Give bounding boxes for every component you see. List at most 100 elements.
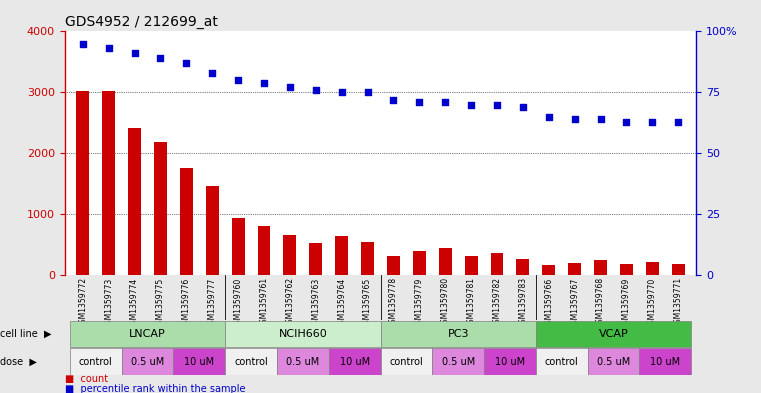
Bar bbox=[335, 235, 348, 275]
Text: GDS4952 / 212699_at: GDS4952 / 212699_at bbox=[65, 15, 218, 29]
Bar bbox=[491, 253, 504, 275]
Text: 0.5 uM: 0.5 uM bbox=[441, 356, 475, 367]
Text: GSM1359776: GSM1359776 bbox=[182, 277, 191, 329]
Text: ■  count: ■ count bbox=[65, 374, 108, 384]
Text: GSM1359767: GSM1359767 bbox=[570, 277, 579, 329]
Point bbox=[206, 70, 218, 76]
Point bbox=[77, 40, 89, 47]
Bar bbox=[465, 256, 478, 275]
Text: GSM1359766: GSM1359766 bbox=[544, 277, 553, 329]
Bar bbox=[225, 321, 380, 347]
Text: GSM1359761: GSM1359761 bbox=[260, 277, 269, 329]
Bar bbox=[594, 261, 607, 275]
Text: 10 uM: 10 uM bbox=[184, 356, 215, 367]
Text: control: control bbox=[234, 356, 268, 367]
Point bbox=[180, 60, 193, 66]
Bar bbox=[122, 348, 174, 375]
Bar bbox=[329, 348, 380, 375]
Bar bbox=[543, 265, 556, 275]
Bar bbox=[225, 348, 277, 375]
Text: control: control bbox=[390, 356, 423, 367]
Bar bbox=[587, 348, 639, 375]
Point bbox=[154, 55, 167, 61]
Bar bbox=[517, 259, 530, 275]
Text: GSM1359781: GSM1359781 bbox=[466, 277, 476, 329]
Bar bbox=[76, 91, 89, 275]
Bar bbox=[380, 348, 432, 375]
Bar bbox=[102, 90, 115, 275]
Point bbox=[543, 114, 555, 120]
Point bbox=[517, 104, 529, 110]
Text: NCIH660: NCIH660 bbox=[279, 329, 327, 339]
Text: GSM1359768: GSM1359768 bbox=[596, 277, 605, 329]
Text: GSM1359763: GSM1359763 bbox=[311, 277, 320, 329]
Text: GSM1359777: GSM1359777 bbox=[208, 277, 217, 329]
Bar bbox=[536, 348, 587, 375]
Point bbox=[258, 79, 270, 86]
Text: GSM1359774: GSM1359774 bbox=[130, 277, 139, 329]
Bar bbox=[70, 321, 225, 347]
Bar bbox=[484, 348, 536, 375]
Bar bbox=[646, 262, 659, 275]
Point bbox=[103, 45, 115, 51]
Text: GSM1359760: GSM1359760 bbox=[234, 277, 243, 329]
Point bbox=[284, 84, 296, 91]
Point bbox=[310, 87, 322, 93]
Bar bbox=[257, 226, 270, 275]
Point bbox=[672, 118, 684, 125]
Bar bbox=[174, 348, 225, 375]
Bar bbox=[413, 251, 426, 275]
Text: GSM1359783: GSM1359783 bbox=[518, 277, 527, 329]
Text: GSM1359769: GSM1359769 bbox=[622, 277, 631, 329]
Bar bbox=[277, 348, 329, 375]
Point bbox=[568, 116, 581, 122]
Bar bbox=[639, 348, 691, 375]
Text: GSM1359772: GSM1359772 bbox=[78, 277, 88, 329]
Text: ■  percentile rank within the sample: ■ percentile rank within the sample bbox=[65, 384, 245, 393]
Bar bbox=[432, 348, 484, 375]
Text: 10 uM: 10 uM bbox=[650, 356, 680, 367]
Bar bbox=[380, 321, 536, 347]
Bar bbox=[283, 235, 296, 275]
Text: PC3: PC3 bbox=[447, 329, 469, 339]
Text: GSM1359775: GSM1359775 bbox=[156, 277, 165, 329]
Bar bbox=[128, 128, 141, 275]
Point bbox=[336, 89, 348, 95]
Text: GSM1359771: GSM1359771 bbox=[673, 277, 683, 329]
Text: GSM1359782: GSM1359782 bbox=[492, 277, 501, 329]
Point bbox=[646, 118, 658, 125]
Point bbox=[387, 97, 400, 103]
Text: GSM1359770: GSM1359770 bbox=[648, 277, 657, 329]
Point bbox=[361, 89, 374, 95]
Point bbox=[594, 116, 607, 122]
Text: GSM1359762: GSM1359762 bbox=[285, 277, 295, 329]
Bar bbox=[672, 264, 685, 275]
Text: 10 uM: 10 uM bbox=[495, 356, 525, 367]
Point bbox=[439, 99, 451, 105]
Text: control: control bbox=[79, 356, 113, 367]
Bar bbox=[620, 264, 633, 275]
Bar bbox=[205, 186, 218, 275]
Point bbox=[129, 50, 141, 57]
Text: GSM1359780: GSM1359780 bbox=[441, 277, 450, 329]
Bar bbox=[536, 321, 691, 347]
Point bbox=[465, 101, 477, 108]
Point bbox=[620, 118, 632, 125]
Text: LNCAP: LNCAP bbox=[129, 329, 166, 339]
Text: GSM1359778: GSM1359778 bbox=[389, 277, 398, 329]
Bar bbox=[154, 142, 167, 275]
Text: control: control bbox=[545, 356, 578, 367]
Point bbox=[491, 101, 503, 108]
Text: GSM1359764: GSM1359764 bbox=[337, 277, 346, 329]
Text: 10 uM: 10 uM bbox=[339, 356, 370, 367]
Bar bbox=[309, 243, 322, 275]
Text: VCAP: VCAP bbox=[599, 329, 629, 339]
Bar bbox=[568, 263, 581, 275]
Text: cell line  ▶: cell line ▶ bbox=[0, 329, 52, 339]
Text: dose  ▶: dose ▶ bbox=[0, 356, 37, 367]
Text: 0.5 uM: 0.5 uM bbox=[597, 356, 630, 367]
Bar bbox=[439, 248, 452, 275]
Text: GSM1359773: GSM1359773 bbox=[104, 277, 113, 329]
Text: 0.5 uM: 0.5 uM bbox=[286, 356, 320, 367]
Bar bbox=[387, 256, 400, 275]
